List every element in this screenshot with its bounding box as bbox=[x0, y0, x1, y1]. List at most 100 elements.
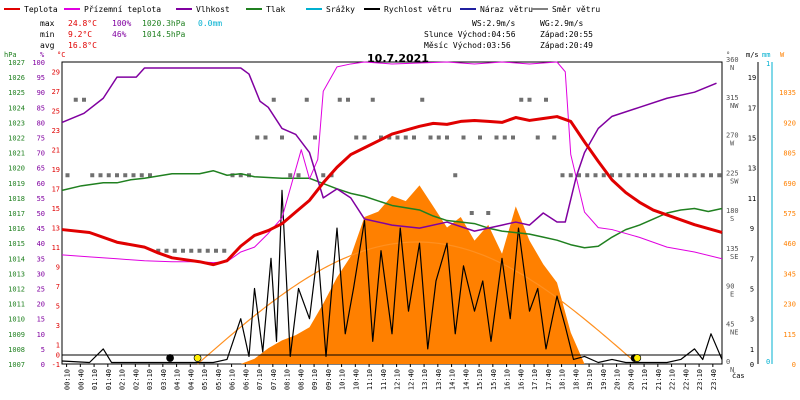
wind-direction-point bbox=[593, 173, 598, 178]
pressure-tick-label: 1020 bbox=[8, 165, 25, 173]
pressure-tick-label: 1019 bbox=[8, 180, 25, 188]
solar-tick-label: 115 bbox=[783, 331, 796, 339]
x-tick-label: 16:40 bbox=[517, 369, 525, 390]
x-tick-label: 19:10 bbox=[586, 369, 594, 390]
x-tick-label: 15:40 bbox=[490, 369, 498, 390]
humidity-tick-label: 35 bbox=[37, 255, 45, 263]
x-tick-label: 13:10 bbox=[421, 369, 429, 390]
wind-direction-point bbox=[90, 173, 95, 178]
wind-direction-point bbox=[403, 135, 408, 140]
wind-tick-label: 3 bbox=[750, 316, 754, 324]
wind-direction-point bbox=[362, 135, 367, 140]
wind-direction-point bbox=[692, 173, 697, 178]
pressure-tick-label: 1027 bbox=[8, 59, 25, 67]
direction-name-label: NE bbox=[730, 328, 738, 336]
wind-direction-point bbox=[255, 135, 260, 140]
pressure-unit: hPa bbox=[4, 51, 17, 59]
wind-direction-point bbox=[610, 173, 614, 178]
x-tick-label: 13:40 bbox=[435, 369, 443, 390]
temperature-tick-label: 27 bbox=[52, 88, 60, 96]
max-pressure: 1020.3hPa bbox=[142, 19, 186, 28]
x-tick-label: 02:40 bbox=[132, 369, 140, 390]
humidity-line bbox=[61, 67, 717, 232]
temperature-tick-label: 5 bbox=[56, 303, 60, 311]
wind-direction-point bbox=[478, 135, 482, 140]
x-tick-label: 20:40 bbox=[627, 369, 635, 390]
temperature-tick-label: 0 bbox=[56, 351, 60, 359]
wind-direction-point bbox=[214, 248, 218, 253]
wind-direction-point bbox=[494, 135, 499, 140]
humidity-tick-label: 5 bbox=[41, 346, 45, 354]
x-tick-label: 03:40 bbox=[160, 369, 168, 390]
x-tick-label: 21:40 bbox=[655, 369, 663, 390]
direction-tick-label: 0 bbox=[726, 358, 730, 366]
max-rain: 0.0mm bbox=[198, 19, 222, 28]
wind-tick-label: 19 bbox=[748, 74, 756, 82]
direction-tick-label: 180 bbox=[726, 207, 739, 215]
wind-tick-label: 7 bbox=[750, 255, 754, 263]
direction-unit: ° bbox=[726, 51, 730, 59]
legend-label: Srážky bbox=[326, 5, 355, 14]
temperature-tick-label: 17 bbox=[52, 186, 60, 194]
wind-direction-point bbox=[717, 173, 722, 178]
x-tick-label: 01:40 bbox=[105, 369, 113, 390]
wind-direction-point bbox=[321, 173, 326, 178]
pressure-tick-label: 1017 bbox=[8, 210, 25, 218]
pressure-tick-label: 1008 bbox=[8, 346, 25, 354]
temperature-tick-label: 1 bbox=[56, 342, 60, 350]
x-tick-label: 18:10 bbox=[559, 369, 567, 390]
wind-direction-point bbox=[98, 173, 103, 178]
wind-direction-point bbox=[709, 173, 713, 178]
rain-unit: mm bbox=[762, 51, 770, 59]
wind-direction-point bbox=[659, 173, 664, 178]
min-humidity: 46% bbox=[112, 30, 127, 39]
temperature-unit: °C bbox=[57, 51, 65, 59]
humidity-tick-label: 0 bbox=[41, 361, 45, 369]
wind-direction-point bbox=[370, 97, 375, 102]
temperature-tick-label: 3 bbox=[56, 322, 60, 330]
wind-direction-point bbox=[197, 248, 202, 253]
ground-temperature-line bbox=[61, 61, 723, 264]
humidity-tick-label: 60 bbox=[37, 180, 45, 188]
x-tick-label: 06:10 bbox=[229, 369, 237, 390]
wind-direction-point bbox=[222, 248, 227, 253]
pressure-tick-label: 1007 bbox=[8, 361, 25, 369]
wind-direction-point bbox=[577, 173, 581, 178]
x-tick-label: 11:10 bbox=[366, 369, 374, 390]
direction-tick-label: 45 bbox=[726, 320, 734, 328]
solar-tick-label: 0 bbox=[792, 361, 796, 369]
wind-direction-point bbox=[313, 135, 317, 140]
wind-tick-label: 15 bbox=[748, 135, 756, 143]
direction-tick-label: 270 bbox=[726, 132, 739, 140]
pressure-tick-label: 1009 bbox=[8, 331, 25, 339]
wind-direction-point bbox=[271, 97, 276, 102]
wind-direction-point bbox=[123, 173, 128, 178]
wind-direction-point bbox=[676, 173, 680, 178]
direction-name-label: SE bbox=[730, 253, 738, 261]
pressure-tick-label: 1018 bbox=[8, 195, 25, 203]
solar-unit: W bbox=[780, 51, 785, 59]
sunset-info: Západ:20:55 bbox=[540, 30, 593, 39]
temperature-tick-label: 15 bbox=[52, 205, 60, 213]
rain-tick-label: 0 bbox=[766, 358, 770, 366]
x-tick-label: 20:10 bbox=[614, 369, 622, 390]
solar-tick-label: 460 bbox=[783, 240, 796, 248]
humidity-tick-label: 65 bbox=[37, 165, 45, 173]
sunset-marker bbox=[633, 354, 642, 362]
wind-direction-point bbox=[148, 173, 152, 178]
wind-direction-point bbox=[354, 135, 359, 140]
humidity-tick-label: 85 bbox=[37, 104, 45, 112]
direction-name-label: S bbox=[730, 215, 734, 223]
wind-direction-point bbox=[601, 173, 606, 178]
humidity-tick-label: 70 bbox=[37, 150, 45, 158]
direction-name-label: W bbox=[730, 140, 735, 148]
wind-tick-label: 17 bbox=[748, 104, 756, 112]
x-tick-label: 04:10 bbox=[174, 369, 182, 390]
humidity-tick-label: 95 bbox=[37, 74, 45, 82]
legend-label: Směr větru bbox=[552, 5, 600, 14]
pressure-tick-label: 1023 bbox=[8, 119, 25, 127]
wind-direction-point bbox=[172, 248, 177, 253]
temperature-line bbox=[61, 115, 723, 267]
x-tick-label: 03:10 bbox=[146, 369, 154, 390]
